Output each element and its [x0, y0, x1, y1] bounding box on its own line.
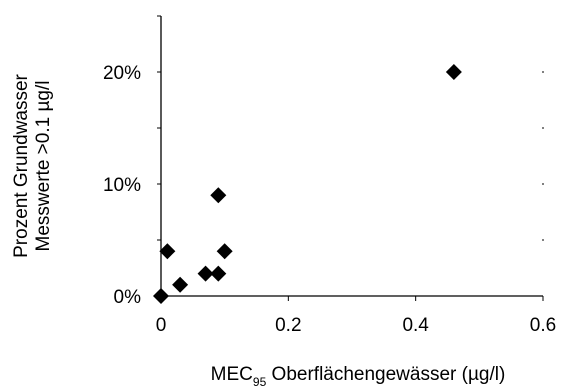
- x-tick-label: 0.2: [275, 315, 301, 336]
- data-points: [153, 64, 462, 304]
- x-axis-title-subscript: 95: [253, 375, 267, 387]
- y-axis-title-line1: Prozent Grundwasser: [11, 73, 32, 257]
- data-point: [153, 288, 169, 304]
- x-axis-title: MEC95 Oberflächengewässer (µg/l): [211, 364, 506, 387]
- data-point: [159, 243, 175, 259]
- y-axis-title-line2: Messwerte >0.1 µg/l: [33, 81, 54, 252]
- data-point: [210, 266, 226, 282]
- data-point: [446, 64, 462, 80]
- y-tick-label: 10%: [103, 175, 141, 196]
- x-tick-label: 0: [156, 315, 167, 336]
- y-tick-label: 0%: [114, 287, 142, 308]
- data-point: [172, 277, 188, 293]
- x-axis-title-rest: Oberflächengewässer (µg/l): [266, 364, 505, 385]
- x-tick-label: 0.4: [402, 315, 429, 336]
- ticks: 0% 10% 20% 0 0.2 0.4 0.6: [103, 16, 556, 336]
- x-tick-label: 0.6: [530, 315, 556, 336]
- data-point: [217, 243, 233, 259]
- y-tick-label: 20%: [103, 63, 141, 84]
- axes: [161, 16, 543, 296]
- x-axis-title-main: MEC: [211, 364, 253, 385]
- data-point: [210, 187, 226, 203]
- y-axis-title: Prozent Grundwasser Messwerte >0.1 µg/l: [11, 73, 54, 257]
